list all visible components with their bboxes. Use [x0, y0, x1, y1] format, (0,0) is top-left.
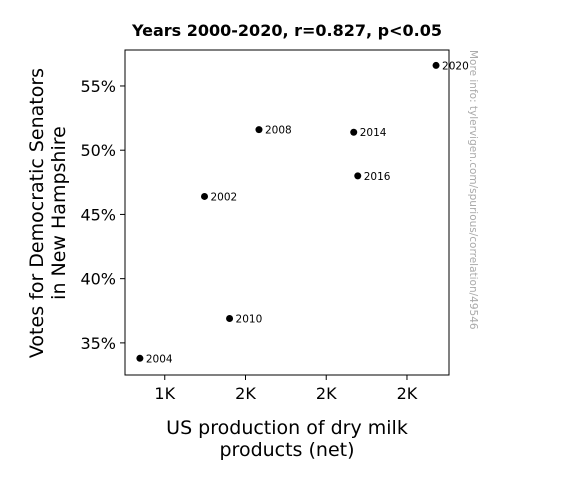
y-tick-label: 50%: [80, 141, 116, 160]
data-point: [350, 128, 358, 136]
data-point: [136, 354, 144, 362]
y-axis-ticks: 35% 40% 45% 50% 55%: [80, 77, 125, 353]
watermark: More info: tylervigen.com/spurious/corre…: [467, 50, 479, 330]
y-axis-label-line-2: in New Hampshire: [48, 126, 70, 300]
data-point: [201, 192, 209, 200]
plot-area: [124, 49, 450, 376]
y-axis-label-line-1: Votes for Democratic Senators: [26, 68, 48, 358]
y-tick-label: 45%: [80, 205, 116, 224]
data-points: 2002 2004 2008 2010 2014 2016 2020: [136, 60, 469, 365]
data-point-label: 2014: [360, 127, 387, 139]
data-point-label: 2010: [236, 313, 263, 325]
chart-title: Years 2000-2020, r=0.827, p<0.05: [131, 21, 442, 40]
x-axis-ticks: 1K 2K 2K 2K: [154, 375, 418, 403]
x-tick-label: 2K: [397, 384, 418, 403]
data-point-label: 2002: [211, 191, 238, 203]
data-point-label: 2016: [364, 171, 391, 183]
data-point: [226, 314, 234, 322]
data-point-label: 2008: [265, 125, 292, 137]
x-tick-label: 1K: [154, 384, 175, 403]
x-axis-label-line-1: US production of dry milk: [166, 417, 408, 439]
y-tick-label: 35%: [80, 334, 116, 353]
x-axis-label-line-2: products (net): [219, 439, 354, 461]
y-tick-label: 55%: [80, 77, 116, 96]
x-tick-label: 2K: [235, 384, 256, 403]
data-point: [354, 172, 362, 180]
data-point-label: 2020: [442, 60, 469, 72]
x-tick-label: 2K: [316, 384, 337, 403]
data-point-label: 2004: [146, 353, 173, 365]
data-point: [432, 61, 440, 69]
data-point: [255, 126, 263, 134]
y-tick-label: 40%: [80, 270, 116, 289]
